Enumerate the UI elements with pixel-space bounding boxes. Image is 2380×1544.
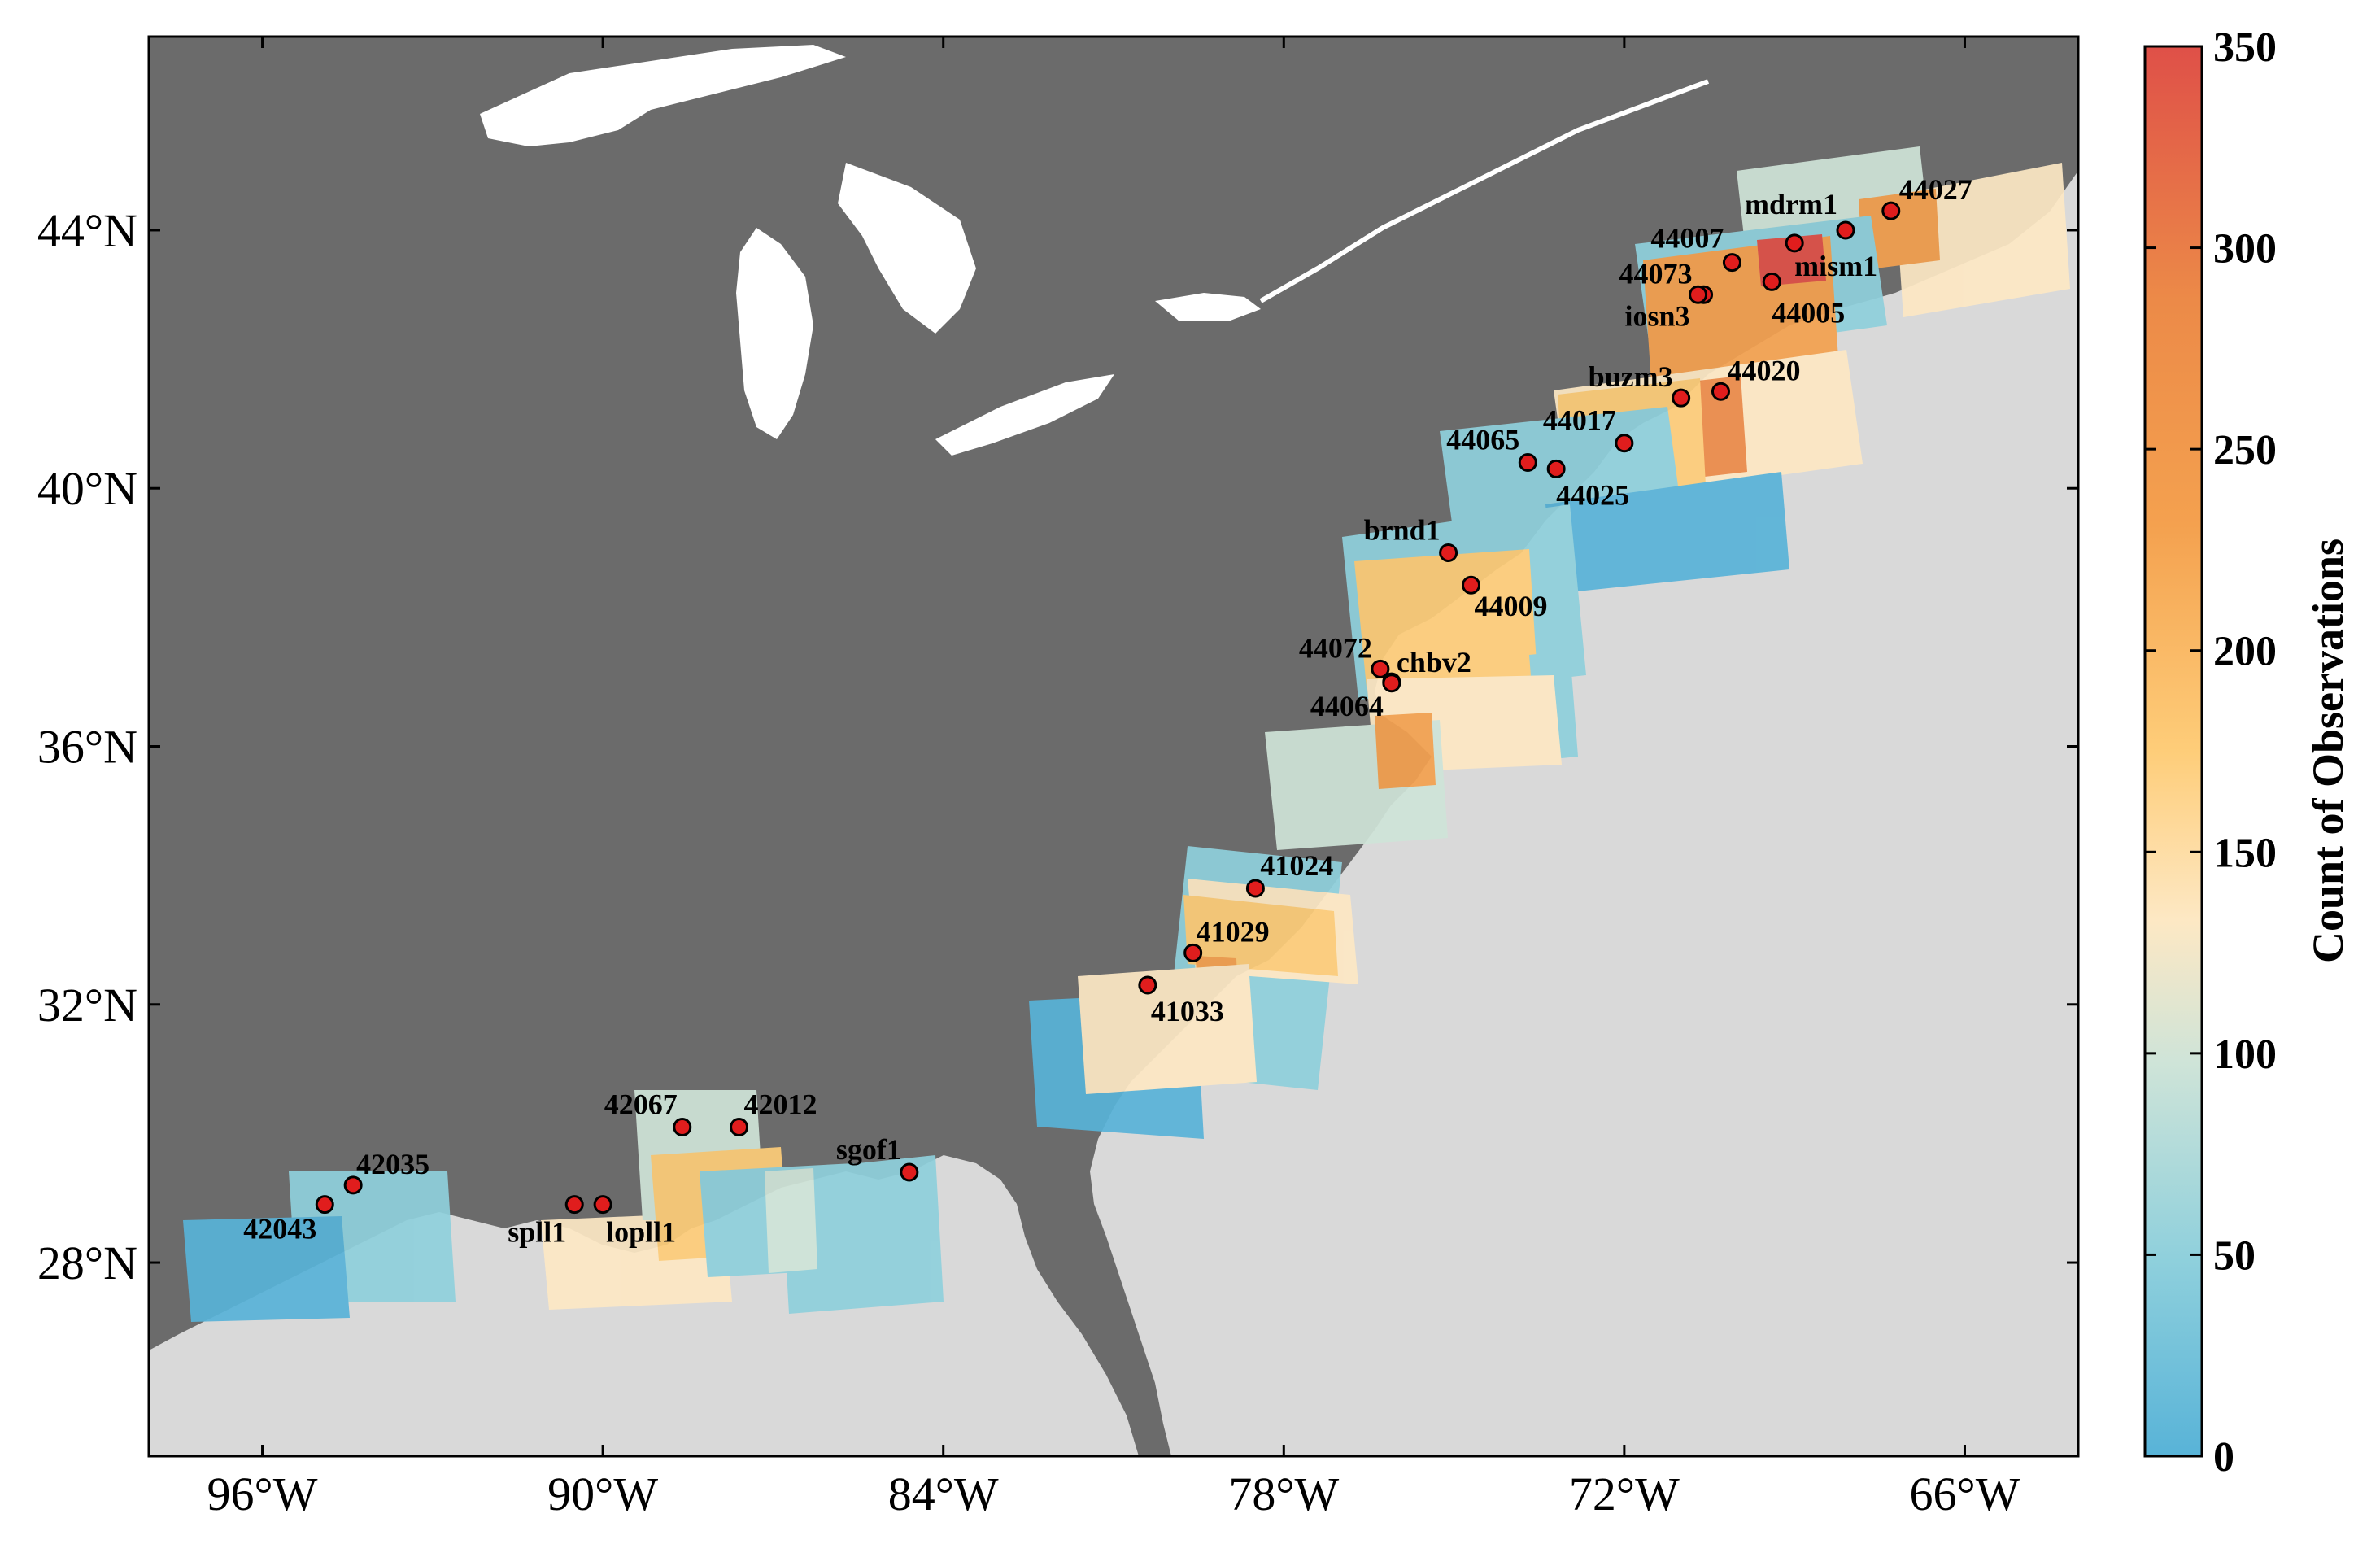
station-marker bbox=[1785, 233, 1804, 253]
y-tick-label: 44°N bbox=[37, 204, 137, 257]
swath bbox=[1895, 163, 2070, 317]
station-label: 42067 bbox=[604, 1088, 678, 1120]
y-tick-label: 36°N bbox=[37, 721, 137, 774]
lake-michigan bbox=[736, 228, 813, 439]
swath bbox=[1078, 964, 1257, 1094]
station-label: lopll1 bbox=[606, 1216, 676, 1249]
x-tick-label: 90°W bbox=[547, 1468, 658, 1520]
lake-superior bbox=[480, 45, 846, 146]
colorbar-tick-label: 250 bbox=[2213, 427, 2277, 473]
station-marker bbox=[1183, 943, 1203, 962]
station-label: sgof1 bbox=[836, 1133, 901, 1166]
station-marker bbox=[1439, 543, 1458, 563]
swath bbox=[1375, 713, 1436, 789]
station-label: mdrm1 bbox=[1745, 188, 1837, 220]
swath bbox=[1859, 189, 1940, 270]
station-marker bbox=[900, 1162, 919, 1182]
station-label: iosn3 bbox=[1625, 299, 1690, 332]
colorbar-tick-label: 350 bbox=[2213, 24, 2277, 71]
y-tick-label: 28°N bbox=[37, 1237, 137, 1289]
swath bbox=[1545, 472, 1789, 594]
station-label: mism1 bbox=[1794, 250, 1877, 282]
station-label: chbv2 bbox=[1397, 646, 1471, 678]
x-tick-label: 84°W bbox=[888, 1468, 999, 1520]
station-label: 42043 bbox=[243, 1213, 316, 1245]
station-marker bbox=[1672, 388, 1691, 408]
station-marker bbox=[564, 1195, 584, 1215]
station-label: 44065 bbox=[1446, 424, 1519, 456]
y-tick-label: 32°N bbox=[37, 979, 137, 1032]
station-label: buzm3 bbox=[1589, 360, 1673, 393]
observation-swaths bbox=[183, 146, 2070, 1322]
station-marker bbox=[593, 1195, 612, 1215]
station-label: 44027 bbox=[1899, 173, 1972, 206]
station-marker bbox=[1722, 253, 1741, 273]
station-marker bbox=[1371, 659, 1390, 678]
swath bbox=[1354, 549, 1537, 687]
swath bbox=[765, 1168, 817, 1273]
station-label: 41024 bbox=[1260, 849, 1333, 882]
x-tick-label: 72°W bbox=[1569, 1468, 1680, 1520]
colorbar-tick-label: 300 bbox=[2213, 226, 2277, 273]
colorbar-ticks: 0 50 100 150 200 250 300 350 bbox=[2145, 24, 2277, 1481]
colorbar-tick-label: 50 bbox=[2213, 1232, 2256, 1279]
station-label: 44073 bbox=[1619, 257, 1693, 290]
station-marker bbox=[343, 1175, 363, 1195]
station-label: spll1 bbox=[508, 1216, 566, 1249]
swath bbox=[183, 1216, 350, 1322]
station-marker bbox=[1762, 272, 1781, 291]
station-label: 41029 bbox=[1197, 915, 1270, 948]
station-label: 44017 bbox=[1543, 404, 1616, 437]
x-axis: 96°W 90°W 84°W 78°W 72°W 66°W bbox=[207, 37, 2020, 1520]
lake-erie bbox=[935, 374, 1114, 456]
station-marker bbox=[730, 1117, 749, 1136]
swath bbox=[1183, 895, 1338, 976]
colorbar-tick-label: 150 bbox=[2213, 830, 2277, 876]
station-marker bbox=[1382, 674, 1401, 693]
colorbar-tick-label: 200 bbox=[2213, 629, 2277, 675]
station-marker bbox=[1546, 459, 1566, 478]
station-marker bbox=[673, 1117, 692, 1136]
st-lawrence-river bbox=[1259, 79, 1710, 303]
x-tick-label: 96°W bbox=[207, 1468, 318, 1520]
station-marker bbox=[1881, 201, 1901, 220]
station-label: 44020 bbox=[1727, 354, 1800, 386]
station-marker bbox=[1462, 575, 1481, 595]
station-label: 44007 bbox=[1650, 222, 1724, 255]
station-marker bbox=[1836, 220, 1855, 240]
colorbar-gradient bbox=[2143, 45, 2203, 1458]
station-marker bbox=[1518, 453, 1537, 472]
colorbar-tick-label: 100 bbox=[2213, 1032, 2277, 1078]
station-label: brnd1 bbox=[1364, 514, 1441, 547]
station-label: 44009 bbox=[1475, 590, 1548, 622]
station-marker bbox=[315, 1195, 334, 1215]
station-label: 44064 bbox=[1310, 690, 1384, 722]
swath bbox=[781, 1155, 944, 1314]
lake-ontario bbox=[1155, 293, 1261, 321]
station-label: 42035 bbox=[356, 1148, 429, 1180]
station-label: 41033 bbox=[1151, 995, 1224, 1027]
map-area: 44027 mdrm1 44007 mism1 44073 44005 iosn3 buzm3… bbox=[149, 37, 2078, 1456]
x-tick-label: 66°W bbox=[1910, 1468, 2020, 1520]
stations-layer: 44027 mdrm1 44007 mism1 44073 44005 iosn3 buzm3… bbox=[243, 173, 1972, 1249]
station-label: 44072 bbox=[1299, 631, 1372, 664]
colorbar-title: Count of Observations bbox=[2304, 539, 2352, 963]
colorbar: 0 50 100 150 200 250 300 350 Count of Observati… bbox=[2143, 24, 2352, 1481]
station-marker bbox=[1245, 879, 1265, 898]
station-marker bbox=[1138, 975, 1157, 995]
station-label: 42012 bbox=[744, 1088, 817, 1120]
station-marker bbox=[1689, 285, 1708, 304]
station-marker bbox=[1615, 434, 1634, 453]
x-tick-label: 78°W bbox=[1228, 1468, 1339, 1520]
lake-huron bbox=[838, 163, 976, 334]
station-marker bbox=[1711, 382, 1730, 401]
station-label: 44005 bbox=[1772, 296, 1845, 329]
colorbar-tick-label: 0 bbox=[2213, 1434, 2234, 1481]
y-tick-label: 40°N bbox=[37, 462, 137, 515]
y-axis: 28°N 32°N 36°N 40°N 44°N bbox=[37, 204, 2078, 1289]
station-label: 44025 bbox=[1556, 478, 1629, 511]
